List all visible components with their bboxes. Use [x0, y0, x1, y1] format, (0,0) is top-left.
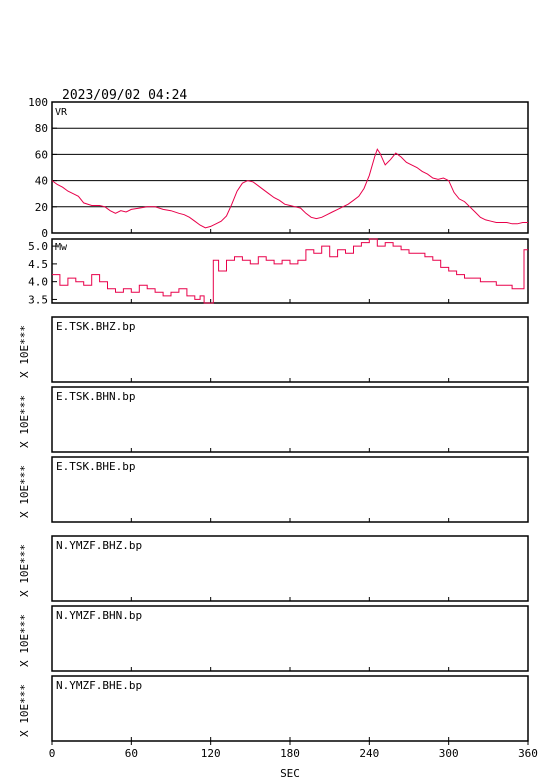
vr-panel: VR 0 20 40 60 80 100 [28, 96, 529, 240]
trace-label: N.YMZF.BHZ.bp [56, 539, 142, 552]
y-tick-label: 20 [35, 201, 48, 214]
trace-unit-label: X 10E*** [18, 614, 31, 667]
vr-panel-series-line [51, 148, 528, 229]
x-tick-label: 300 [439, 747, 459, 760]
x-tick-label: 180 [280, 747, 300, 760]
mw-panel-series-line [52, 238, 528, 304]
x-tick-label: 0 [49, 747, 56, 760]
trace-unit-label: X 10E*** [18, 465, 31, 518]
trace-panel-n-ymzf-bhn: N.YMZF.BHN.bp X 10E*** [18, 605, 529, 672]
x-tick-label: 120 [201, 747, 221, 760]
trace-panels: E.TSK.BHZ.bp X 10E*** E.TSK.BHN.bp X 10E… [18, 316, 529, 742]
y-tick-label: 80 [35, 122, 48, 135]
trace-panel-e-tsk-bhz: E.TSK.BHZ.bp X 10E*** [18, 316, 529, 383]
trace-panel-n-ymzf-bhe: N.YMZF.BHE.bp X 10E*** [18, 675, 529, 742]
trace-panel-e-tsk-bhn: E.TSK.BHN.bp X 10E*** [18, 386, 529, 453]
y-tick-label: 5.0 [28, 240, 48, 253]
trace-label: E.TSK.BHN.bp [56, 390, 135, 403]
trace-label: N.YMZF.BHE.bp [56, 679, 142, 692]
trace-panel-e-tsk-bhe: E.TSK.BHE.bp X 10E*** [18, 456, 529, 523]
timestamp-title: 2023/09/02 04:24 [62, 88, 187, 103]
mw-panel: Mw 3.5 4.0 4.5 5.0 [28, 238, 529, 306]
y-tick-label: 60 [35, 148, 48, 161]
x-tick-label: 60 [125, 747, 138, 760]
x-axis-label: SEC [280, 767, 300, 780]
y-tick-label: 4.0 [28, 276, 48, 289]
trace-unit-label: X 10E*** [18, 325, 31, 378]
x-tick-label: 240 [359, 747, 379, 760]
trace-panel-n-ymzf-bhz: N.YMZF.BHZ.bp X 10E*** [18, 535, 529, 602]
y-tick-label: 0 [41, 227, 48, 240]
panel-frame [51, 101, 529, 234]
x-tick-label: 360 [518, 747, 538, 760]
y-tick-label: 40 [35, 175, 48, 188]
trace-label: E.TSK.BHE.bp [56, 460, 135, 473]
vr-panel-label: VR [55, 107, 68, 118]
trace-unit-label: X 10E*** [18, 544, 31, 597]
x-axis: 0 60 120 180 240 300 360 [49, 741, 538, 760]
trace-label: N.YMZF.BHN.bp [56, 609, 142, 622]
y-tick-label: 100 [28, 96, 48, 109]
trace-unit-label: X 10E*** [18, 684, 31, 737]
y-tick-label: 4.5 [28, 258, 48, 271]
trace-unit-label: X 10E*** [18, 395, 31, 448]
mw-panel-label: Mw [55, 242, 68, 253]
y-tick-label: 3.5 [28, 293, 48, 306]
trace-label: E.TSK.BHZ.bp [56, 320, 135, 333]
